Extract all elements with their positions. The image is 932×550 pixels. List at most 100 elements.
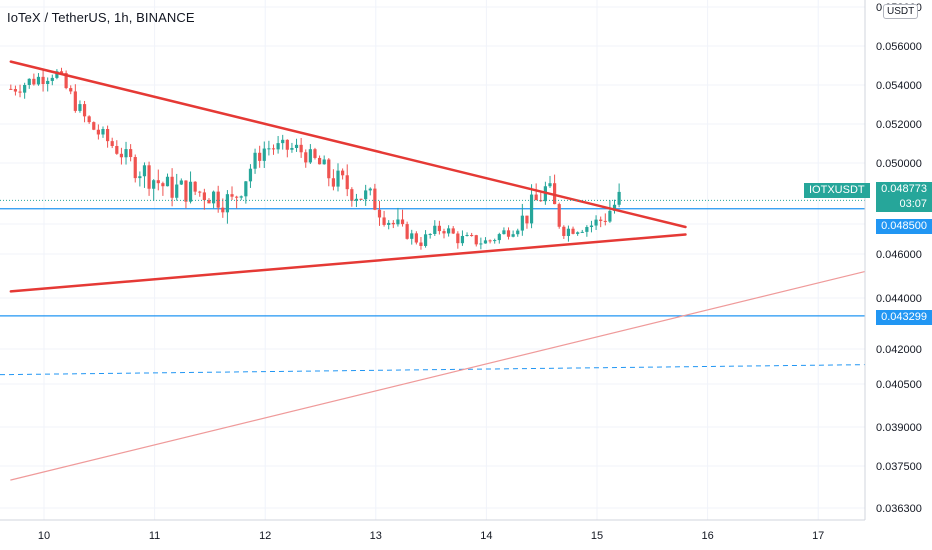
candle-up [23,84,27,93]
candle-up [354,198,359,201]
candle-down [327,159,331,179]
x-axis-ticks: 10 11 12 13 14 15 16 17 [38,530,824,542]
candle-down [313,149,317,158]
candle-down [474,235,478,245]
candle-up [608,210,612,222]
candle-up [580,231,584,233]
level-badge-lower: 0.043299 [876,310,932,325]
y-tick-label: 0.056000 [876,41,922,53]
x-tick-label: 11 [149,530,160,542]
candle-up [124,149,128,158]
candle-down [603,220,607,222]
candle-up [267,148,271,150]
candle-up [460,235,465,244]
candle-down [285,139,289,150]
candle-down [506,230,511,237]
candle-up [497,234,501,241]
candle-down [59,71,64,74]
candlestick-series [9,67,621,250]
candle-up [368,188,372,191]
level-badge-upper: 0.048500 [876,219,932,234]
y-tick-label: 0.042000 [876,344,922,356]
candle-down [156,180,160,184]
candle-up [566,228,571,236]
candle-down [161,183,165,187]
candle-up [483,240,488,244]
candle-down [350,189,354,201]
candle-up [276,143,280,150]
candle-up [410,233,414,239]
candle-down [64,73,68,89]
candle-up [520,215,524,231]
candle-down [221,207,225,213]
candle-up [175,184,179,198]
candle-down [41,76,45,84]
candle-down [571,228,575,234]
y-tick-label: 0.052000 [876,119,922,131]
horizontal-levels [0,208,866,376]
candle-down [377,209,382,218]
candle-up [253,152,257,169]
candle-down [382,217,386,225]
price-scale[interactable] [865,0,932,520]
candle-up [447,228,451,234]
candle-up [396,219,400,225]
y-tick-label: 0.044000 [876,293,922,305]
candle-down [13,89,18,92]
currency-unit-label[interactable]: USDT [883,4,919,19]
candle-down [96,129,100,135]
x-tick-label: 13 [370,530,382,542]
candle-up [308,149,312,163]
candle-down [119,153,124,158]
x-tick-label: 17 [812,530,824,542]
candle-up [55,71,59,78]
y-tick-label: 0.054000 [876,80,922,92]
candle-up [511,234,515,237]
candle-up [225,194,230,213]
x-tick-label: 16 [701,530,713,542]
time-scale[interactable] [0,520,932,550]
y-tick-label: 0.036300 [876,503,922,515]
bar-countdown: 03:07 [899,198,927,210]
x-tick-label: 15 [591,530,603,542]
candle-up [78,104,82,111]
trendline-thick [9,60,687,229]
candle-up [46,80,50,84]
candle-up [336,170,340,187]
candle-up [101,129,105,135]
candle-up [262,148,266,161]
candle-up [142,165,147,177]
symbol-badge: IOTXUSDT [804,183,870,198]
last-price-badge: 0.048773 03:07 [876,182,932,212]
candle-down [235,196,239,198]
trendline-thick [9,233,687,293]
candle-up [576,232,580,234]
dashed-level-line [0,364,866,376]
candle-down [193,181,197,192]
candle-down [451,228,455,234]
candle-down [599,219,603,221]
candle-up [589,225,594,228]
candle-up [548,183,552,187]
candle-up [188,181,193,202]
trendline-thin [10,268,875,481]
candle-up [239,196,243,198]
candle-up [479,243,483,245]
candle-down [557,204,561,227]
trendlines [9,60,875,481]
candle-up [152,180,156,189]
candle-up [138,176,142,179]
y-tick-label: 0.037500 [876,461,922,473]
candle-up [465,234,469,236]
x-tick-label: 10 [38,530,50,542]
candle-down [230,194,234,197]
candle-down [299,144,303,153]
candle-down [216,191,220,208]
candle-down [198,191,202,193]
candle-down [202,192,206,201]
candle-down [207,200,211,204]
candle-up [516,230,520,235]
y-tick-label: 0.040500 [876,379,922,391]
candle-down [534,194,538,201]
